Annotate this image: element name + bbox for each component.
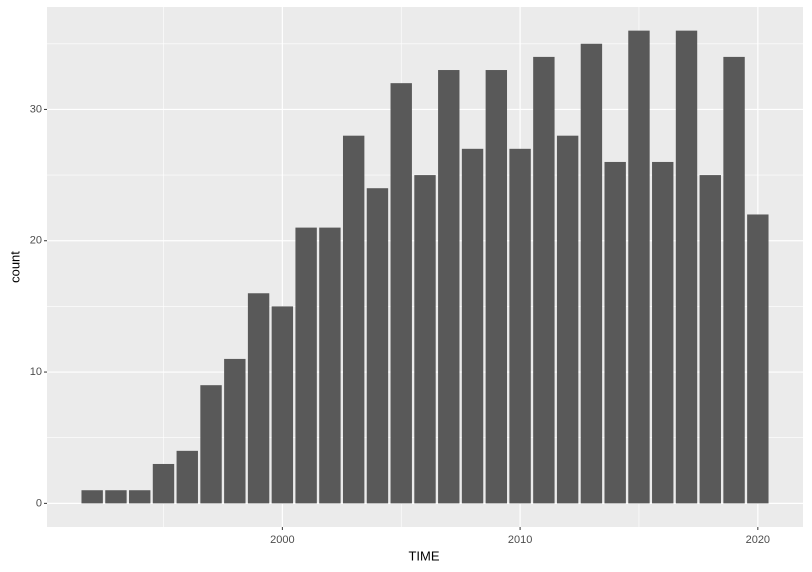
bar xyxy=(628,30,650,504)
bar xyxy=(366,188,389,504)
y-tick-label: 30 xyxy=(30,103,42,115)
y-tick-label: 0 xyxy=(36,497,42,509)
x-tick-label: 2000 xyxy=(270,534,294,546)
x-tick-label: 2010 xyxy=(508,534,532,546)
bar xyxy=(461,148,484,504)
bar xyxy=(675,30,698,504)
bar xyxy=(556,135,579,504)
bar xyxy=(152,463,175,504)
y-tick-label: 10 xyxy=(30,366,42,378)
bar xyxy=(342,135,365,504)
bar xyxy=(509,148,531,504)
x-tick-label: 2020 xyxy=(746,534,770,546)
bar xyxy=(390,83,412,504)
bar xyxy=(271,306,294,504)
bar xyxy=(533,56,555,504)
bar xyxy=(604,161,626,504)
bar xyxy=(747,214,769,504)
bar xyxy=(438,70,460,504)
bar xyxy=(580,43,603,504)
y-axis-title: count xyxy=(7,251,22,283)
bar xyxy=(485,70,508,504)
y-tick-label: 20 xyxy=(30,235,42,247)
bar xyxy=(81,490,103,504)
bar xyxy=(176,450,198,504)
bar xyxy=(105,490,127,504)
bar xyxy=(723,56,745,504)
bar xyxy=(200,385,222,504)
bar xyxy=(699,175,721,504)
bar xyxy=(129,490,151,504)
bar xyxy=(319,227,341,504)
bar xyxy=(224,358,246,504)
bar xyxy=(247,293,270,504)
bar xyxy=(295,227,317,504)
bar xyxy=(652,161,674,504)
bar xyxy=(414,175,436,504)
x-axis-title: TIME xyxy=(408,548,439,563)
